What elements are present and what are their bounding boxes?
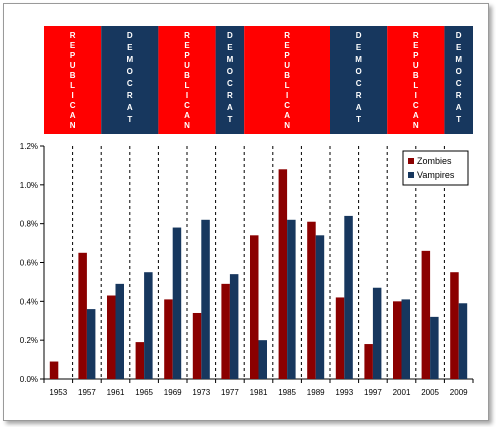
x-tick-label: 1993 [335,388,353,397]
x-tick-label: 2001 [393,388,411,397]
bar-vampires [172,227,182,379]
bar-vampires [315,235,325,379]
bar-vampires [430,316,439,379]
party-band [158,26,216,134]
bar-vampires [287,219,296,379]
bar-zombies [192,312,202,379]
legend-swatch [408,172,414,178]
party-band [330,26,388,134]
bar-vampires [344,215,353,379]
bar-vampires [115,283,124,379]
legend-swatch [408,158,414,164]
y-tick-label: 0.4% [20,297,38,306]
bar-vampires [458,303,468,379]
bar-zombies [335,297,345,379]
party-band [244,26,330,134]
bar-zombies [164,299,173,379]
x-tick-label: 1953 [49,388,67,397]
party-band [387,26,445,134]
x-tick-label: 1985 [278,388,296,397]
x-tick-label: 1957 [78,388,96,397]
bar-vampires [372,287,382,379]
party-chart: R E P U B L I C A N D E M O C R A T R E P U B L I C A N D E M O C R A T R E P U… [20,26,474,397]
bar-vampires [401,299,410,379]
bar-vampires [229,274,239,379]
bar-zombies [107,295,116,379]
party-band [215,26,245,134]
bar-zombies [421,250,431,379]
y-tick-label: 0.2% [20,336,38,345]
y-tick-label: 1.0% [20,181,38,190]
legend-box [402,150,469,186]
bar-vampires [201,219,210,379]
bar-vampires [144,272,153,379]
x-tick-label: 1989 [307,388,325,397]
y-tick-label: 0.6% [20,259,38,268]
bar-zombies [49,361,59,379]
bar-vampires [258,340,267,379]
bar-zombies [393,301,402,379]
x-tick-label: 1977 [221,388,239,397]
legend-label: Vampires [417,170,455,180]
bar-zombies [250,235,259,379]
x-tick-label: 1969 [164,388,182,397]
x-tick-label: 2005 [421,388,439,397]
x-tick-label: 1965 [135,388,153,397]
bar-zombies [278,169,288,379]
bar-zombies [364,344,373,379]
y-tick-label: 0.8% [20,220,38,229]
x-tick-label: 1961 [107,388,125,397]
legend-label: Zombies [417,156,452,166]
party-band [444,26,473,134]
x-tick-label: 2009 [450,388,468,397]
bar-zombies [221,283,230,379]
bar-vampires [86,309,96,379]
party-band [101,26,159,134]
bar-zombies [450,272,459,379]
y-tick-label: 1.2% [20,142,38,151]
party-band [44,26,102,134]
x-tick-label: 1997 [364,388,382,397]
bar-zombies [307,221,316,379]
y-tick-label: 0.0% [20,375,38,384]
x-tick-label: 1981 [250,388,268,397]
x-tick-label: 1973 [192,388,210,397]
bar-zombies [78,252,87,379]
bar-zombies [135,342,145,379]
